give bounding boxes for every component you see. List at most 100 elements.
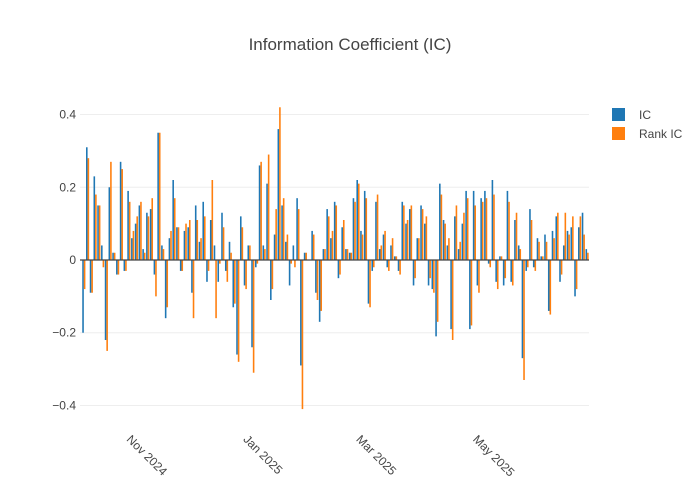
bar-ic[interactable] [525, 260, 527, 271]
bar-ic[interactable] [536, 238, 539, 260]
bar-rank-ic[interactable] [530, 220, 533, 260]
bar-rank-ic[interactable] [587, 252, 589, 260]
bar-ic[interactable] [296, 198, 298, 260]
bar-rank-ic[interactable] [504, 260, 507, 279]
bar-ic[interactable] [108, 187, 111, 260]
legend-item-rank-ic[interactable]: Rank IC [612, 127, 683, 141]
bar-ic[interactable] [356, 180, 358, 260]
bar-rank-ic[interactable] [132, 230, 135, 260]
bar-ic[interactable] [224, 260, 227, 271]
bar-ic[interactable] [179, 260, 182, 271]
bar-rank-ic[interactable] [222, 227, 225, 260]
bar-ic[interactable] [191, 260, 193, 293]
bar-ic[interactable] [326, 209, 328, 260]
bar-ic[interactable] [517, 245, 520, 260]
bar-rank-ic[interactable] [196, 220, 199, 260]
bar-ic[interactable] [465, 190, 467, 260]
bar-ic[interactable] [82, 260, 84, 333]
bar-ic[interactable] [574, 260, 576, 297]
bar-ic[interactable] [476, 260, 479, 286]
bar-rank-ic[interactable] [282, 198, 285, 260]
bar-ic[interactable] [228, 241, 231, 260]
bar-rank-ic[interactable] [560, 260, 563, 275]
bar-ic[interactable] [401, 201, 404, 260]
bar-rank-ic[interactable] [575, 260, 578, 290]
bar-ic[interactable] [454, 216, 456, 260]
bar-ic[interactable] [412, 260, 415, 286]
bar-rank-ic[interactable] [451, 260, 454, 340]
bar-rank-ic[interactable] [436, 260, 439, 322]
bar-rank-ic[interactable] [91, 260, 93, 293]
bar-rank-ic[interactable] [508, 201, 510, 260]
bar-ic[interactable] [499, 256, 501, 260]
bar-ic[interactable] [480, 198, 482, 260]
bar-rank-ic[interactable] [500, 256, 503, 260]
bar-ic[interactable] [149, 209, 152, 260]
bar-rank-ic[interactable] [234, 260, 236, 304]
bar-ic[interactable] [529, 209, 531, 260]
bar-ic[interactable] [566, 230, 569, 260]
bar-rank-ic[interactable] [305, 252, 307, 260]
bar-rank-ic[interactable] [324, 249, 326, 260]
bar-ic[interactable] [581, 212, 584, 260]
bar-rank-ic[interactable] [106, 260, 108, 351]
bar-ic[interactable] [123, 260, 126, 271]
bar-ic[interactable] [116, 260, 118, 275]
bar-rank-ic[interactable] [192, 260, 195, 319]
bar-rank-ic[interactable] [331, 230, 334, 260]
bar-ic[interactable] [337, 260, 340, 279]
bar-rank-ic[interactable] [440, 194, 443, 260]
bar-rank-ic[interactable] [489, 260, 492, 268]
bar-ic[interactable] [232, 260, 235, 308]
bar-ic[interactable] [341, 227, 343, 260]
bar-rank-ic[interactable] [410, 205, 413, 260]
bar-rank-ic[interactable] [215, 260, 217, 319]
bar-ic[interactable] [521, 260, 524, 359]
bar-rank-ic[interactable] [485, 198, 488, 260]
bar-ic[interactable] [187, 227, 189, 260]
bar-rank-ic[interactable] [158, 132, 161, 260]
bar-ic[interactable] [161, 245, 163, 260]
bar-rank-ic[interactable] [170, 230, 172, 260]
bar-rank-ic[interactable] [579, 216, 582, 260]
bar-rank-ic[interactable] [373, 260, 375, 268]
bar-ic[interactable] [303, 252, 306, 260]
bar-ic[interactable] [239, 216, 242, 260]
bar-rank-ic[interactable] [286, 234, 289, 260]
bar-ic[interactable] [288, 260, 291, 286]
bar-rank-ic[interactable] [260, 161, 262, 260]
bar-ic[interactable] [559, 260, 561, 282]
bar-rank-ic[interactable] [98, 205, 101, 260]
bar-ic[interactable] [532, 260, 535, 268]
bar-rank-ic[interactable] [399, 260, 401, 275]
bar-rank-ic[interactable] [549, 260, 552, 315]
bar-ic[interactable] [89, 260, 92, 293]
bar-rank-ic[interactable] [219, 260, 221, 264]
bar-rank-ic[interactable] [87, 158, 90, 260]
bar-rank-ic[interactable] [538, 241, 540, 260]
bar-ic[interactable] [146, 212, 148, 260]
bar-ic[interactable] [562, 245, 565, 260]
bar-rank-ic[interactable] [523, 260, 525, 380]
bar-ic[interactable] [112, 252, 114, 260]
bar-ic[interactable] [570, 227, 573, 260]
bar-rank-ic[interactable] [557, 212, 559, 260]
bar-ic[interactable] [378, 249, 381, 260]
bar-ic[interactable] [547, 260, 550, 311]
bar-ic[interactable] [157, 132, 159, 260]
bar-ic[interactable] [360, 230, 362, 260]
bar-ic[interactable] [236, 260, 238, 355]
bar-ic[interactable] [176, 227, 178, 260]
bar-rank-ic[interactable] [188, 220, 191, 260]
bar-ic[interactable] [322, 249, 325, 260]
bar-rank-ic[interactable] [256, 260, 259, 264]
bar-ic[interactable] [514, 220, 516, 260]
bar-ic[interactable] [258, 165, 261, 260]
bar-rank-ic[interactable] [297, 209, 300, 260]
bar-rank-ic[interactable] [553, 238, 555, 260]
bar-rank-ic[interactable] [294, 260, 296, 268]
bar-ic[interactable] [285, 241, 287, 260]
bar-rank-ic[interactable] [466, 198, 469, 260]
bar-rank-ic[interactable] [403, 205, 405, 260]
bar-rank-ic[interactable] [237, 260, 240, 362]
